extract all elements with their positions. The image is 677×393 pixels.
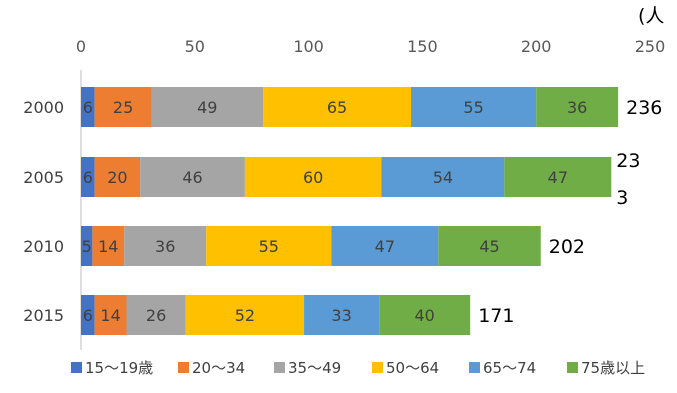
total-label-wrap: 3 [616, 187, 628, 209]
x-tick-label: 0 [76, 37, 86, 56]
legend: 15～19歳 20～34 35～49 50～64 65～74 75歳以上 [71, 359, 645, 377]
bar-segment [94, 295, 127, 335]
data-label: 33 [331, 306, 351, 325]
data-label: 20 [107, 168, 127, 187]
legend-label: 50～64 [386, 359, 439, 377]
data-label: 47 [548, 168, 568, 187]
total-label: 23 [616, 150, 640, 172]
legend-swatch [274, 362, 285, 373]
data-label: 26 [146, 306, 166, 325]
x-tick-label: 50 [185, 37, 205, 56]
bar-segment [263, 87, 412, 127]
x-tick-label: 150 [407, 37, 438, 56]
bar-segment [536, 87, 619, 127]
data-label: 45 [479, 237, 499, 256]
bar-segment [185, 295, 305, 335]
x-axis-ticks: 0 50 100 150 200 250 [76, 37, 665, 56]
bar-segment [140, 157, 245, 197]
category-label: 2015 [23, 306, 64, 325]
bar-segment [244, 157, 382, 197]
bar-segment [379, 295, 471, 335]
legend-label: 65～74 [483, 359, 536, 377]
data-label: 47 [375, 237, 395, 256]
x-tick-label: 100 [293, 37, 324, 56]
data-label: 55 [259, 237, 279, 256]
bar-segment [304, 295, 380, 335]
data-label: 54 [433, 168, 453, 187]
category-label: 2005 [23, 168, 64, 187]
bar-segment [504, 157, 612, 197]
data-label: 6 [83, 168, 93, 187]
data-label: 40 [414, 306, 434, 325]
data-label: 55 [463, 98, 483, 117]
category-label: 2010 [23, 237, 64, 256]
bar-segment [81, 87, 95, 127]
data-label: 14 [100, 306, 120, 325]
bar-segment [331, 226, 439, 266]
total-label: 202 [549, 236, 585, 258]
data-label: 6 [83, 98, 93, 117]
bar-segment [81, 226, 93, 266]
bar-segment [94, 87, 152, 127]
x-tick-label: 200 [521, 37, 552, 56]
bar-segment [124, 226, 207, 266]
legend-swatch [71, 362, 82, 373]
bar-segment [92, 226, 125, 266]
data-label: 5 [82, 237, 92, 256]
data-label: 52 [235, 306, 255, 325]
bar-segment [206, 226, 332, 266]
legend-swatch [372, 362, 383, 373]
data-label: 36 [155, 237, 175, 256]
legend-label: 15～19歳 [85, 359, 153, 377]
legend-swatch [567, 362, 578, 373]
bar-segment [94, 157, 141, 197]
unit-label: (人 [638, 5, 664, 27]
data-label: 36 [567, 98, 587, 117]
bar-segment [411, 87, 537, 127]
legend-label: 20～34 [192, 359, 245, 377]
legend-label: 75歳以上 [581, 359, 645, 377]
bar-segment [126, 295, 186, 335]
bar-segment [81, 295, 95, 335]
bar-segment [81, 157, 95, 197]
legend-swatch [469, 362, 480, 373]
data-label: 46 [182, 168, 202, 187]
bar-segment [151, 87, 264, 127]
legend-swatch [178, 362, 189, 373]
data-label: 25 [113, 98, 133, 117]
data-label: 65 [327, 98, 347, 117]
total-label: 236 [626, 97, 662, 119]
bar-segment [438, 226, 541, 266]
data-label: 49 [197, 98, 217, 117]
category-label: 2000 [23, 98, 64, 117]
total-label: 171 [478, 305, 514, 327]
data-label: 14 [98, 237, 118, 256]
legend-label: 35～49 [288, 359, 341, 377]
x-tick-label: 250 [635, 37, 666, 56]
data-label: 6 [83, 306, 93, 325]
bar-segment [381, 157, 505, 197]
data-label: 60 [303, 168, 323, 187]
